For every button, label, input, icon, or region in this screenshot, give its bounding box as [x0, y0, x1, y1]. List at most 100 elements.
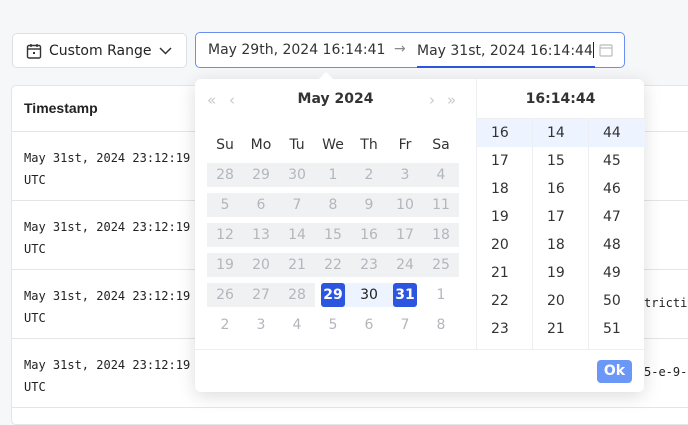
hour-option[interactable]: 23	[491, 321, 509, 337]
minute-option[interactable]: 14	[533, 119, 588, 147]
range-select[interactable]: Custom Range	[12, 33, 187, 68]
day-cell[interactable]: 4	[423, 163, 459, 187]
next-year-button[interactable]: »	[447, 91, 457, 109]
day-cell[interactable]: 10	[387, 193, 423, 217]
second-option[interactable]: 45	[603, 153, 621, 169]
day-cell[interactable]: 8	[436, 317, 446, 333]
second-option[interactable]: 44	[589, 119, 645, 147]
day-cell[interactable]: 19	[207, 253, 243, 277]
day-cell[interactable]: 29	[243, 163, 279, 187]
timestamp-date: May 31st, 2024 23:12:19	[24, 358, 191, 372]
day-cell[interactable]: 30	[279, 163, 315, 187]
second-option[interactable]: 48	[603, 237, 621, 253]
date-range-picker[interactable]: May 29th, 2024 16:14:41 → May 31st, 2024…	[195, 32, 625, 68]
day-cell[interactable]: 5	[328, 317, 338, 333]
minute-option[interactable]: 19	[547, 265, 565, 281]
ok-button[interactable]: Ok	[597, 360, 632, 383]
day-cell[interactable]: 30	[351, 283, 387, 307]
hours-column[interactable]: 16 17 18 19 20 21 22 23	[477, 119, 533, 349]
month-title[interactable]: May 2024	[297, 91, 374, 107]
timestamp-cell: May 31st, 2024 23:12:19 UTC	[24, 285, 190, 329]
day-cell[interactable]: 24	[387, 253, 423, 277]
row-detail-text: 5-e-9-0	[644, 365, 688, 379]
picker-footer: Ok	[195, 349, 644, 392]
day-cell[interactable]: 27	[243, 283, 279, 307]
second-option[interactable]: 50	[603, 293, 621, 309]
minute-option[interactable]: 16	[547, 181, 565, 197]
hour-option[interactable]: 19	[491, 209, 509, 225]
calendar-icon	[599, 44, 613, 57]
end-date-input[interactable]: May 31st, 2024 16:14:44	[417, 42, 594, 59]
day-cell[interactable]: 14	[279, 223, 315, 247]
day-cell-selected[interactable]: 29	[321, 283, 345, 307]
hour-option[interactable]: 16	[477, 119, 532, 147]
minutes-column[interactable]: 14 15 16 17 18 19 20 21	[533, 119, 589, 349]
day-cell[interactable]: 1	[315, 163, 351, 187]
minute-option[interactable]: 15	[547, 153, 565, 169]
weekday-header: Th	[360, 137, 378, 153]
day-cell[interactable]: 23	[351, 253, 387, 277]
second-option[interactable]: 49	[603, 265, 621, 281]
day-cell[interactable]: 17	[387, 223, 423, 247]
day-cell[interactable]: 6	[243, 193, 279, 217]
minute-option[interactable]: 17	[547, 209, 565, 225]
day-cell[interactable]: 5	[207, 193, 243, 217]
day-cell[interactable]: 3	[256, 317, 266, 333]
hour-option[interactable]: 18	[491, 181, 509, 197]
arrow-right-icon: →	[394, 41, 406, 57]
day-cell[interactable]: 28	[279, 283, 315, 307]
day-cell[interactable]: 16	[351, 223, 387, 247]
prev-month-button[interactable]: ‹	[229, 91, 235, 109]
hour-option[interactable]: 22	[491, 293, 509, 309]
weekday-header: Tu	[289, 137, 305, 153]
table-row[interactable]: May 31st, 2024 23:12:19 UTC 5-e-9-0	[12, 339, 688, 408]
day-cell-selected[interactable]: 31	[393, 283, 417, 307]
day-cell[interactable]: 2	[351, 163, 387, 187]
hour-option[interactable]: 21	[491, 265, 509, 281]
minute-option[interactable]: 21	[547, 321, 565, 337]
day-cell[interactable]: 22	[315, 253, 351, 277]
start-date-input[interactable]: May 29th, 2024 16:14:41	[208, 42, 386, 58]
day-cell[interactable]: 3	[387, 163, 423, 187]
time-panel: 16:14:44 16 17 18 19 20 21 22 23 14 15 16 17 18 19 20…	[476, 79, 645, 349]
day-cell[interactable]: 25	[423, 253, 459, 277]
hour-option[interactable]: 20	[491, 237, 509, 253]
second-option[interactable]: 51	[603, 321, 621, 337]
timestamp-cell: May 31st, 2024 23:12:19 UTC	[24, 147, 190, 191]
day-cell[interactable]: 2	[220, 317, 230, 333]
weekday-header: Fr	[398, 137, 412, 153]
day-cell[interactable]: 6	[364, 317, 374, 333]
day-cell[interactable]: 20	[243, 253, 279, 277]
day-cell[interactable]: 28	[207, 163, 243, 187]
day-cell[interactable]: 13	[243, 223, 279, 247]
second-option[interactable]: 47	[603, 209, 621, 225]
seconds-column[interactable]: 44 45 46 47 48 49 50 51	[589, 119, 645, 349]
day-cell[interactable]: 26	[207, 283, 243, 307]
calendar-icon	[26, 43, 42, 59]
minute-option[interactable]: 18	[547, 237, 565, 253]
time-title: 16:14:44	[477, 79, 644, 119]
timestamp-zone: UTC	[24, 380, 46, 394]
day-cell[interactable]: 18	[423, 223, 459, 247]
day-cell[interactable]: 15	[315, 223, 351, 247]
prev-year-button[interactable]: «	[207, 91, 217, 109]
day-cell[interactable]: 1	[436, 287, 446, 303]
day-cell[interactable]: 7	[400, 317, 410, 333]
next-month-button[interactable]: ›	[429, 91, 435, 109]
timestamp-zone: UTC	[24, 173, 46, 187]
minute-option[interactable]: 20	[547, 293, 565, 309]
timestamp-date: May 31st, 2024 23:12:19	[24, 220, 191, 234]
date-picker-popup: « ‹ May 2024 › » Su Mo Tu We Th Fr Sa 28 29 30 1 2 3…	[195, 79, 645, 392]
hour-option[interactable]: 17	[491, 153, 509, 169]
day-cell[interactable]: 12	[207, 223, 243, 247]
timestamp-zone: UTC	[24, 242, 46, 256]
day-cell[interactable]: 7	[279, 193, 315, 217]
day-cell[interactable]: 21	[279, 253, 315, 277]
end-date-value: May 31st, 2024 16:14:44	[417, 43, 593, 59]
day-cell[interactable]: 4	[292, 317, 302, 333]
timestamp-date: May 31st, 2024 23:12:19	[24, 151, 191, 165]
second-option[interactable]: 46	[603, 181, 621, 197]
day-cell[interactable]: 8	[315, 193, 351, 217]
day-cell[interactable]: 11	[423, 193, 459, 217]
day-cell[interactable]: 9	[351, 193, 387, 217]
